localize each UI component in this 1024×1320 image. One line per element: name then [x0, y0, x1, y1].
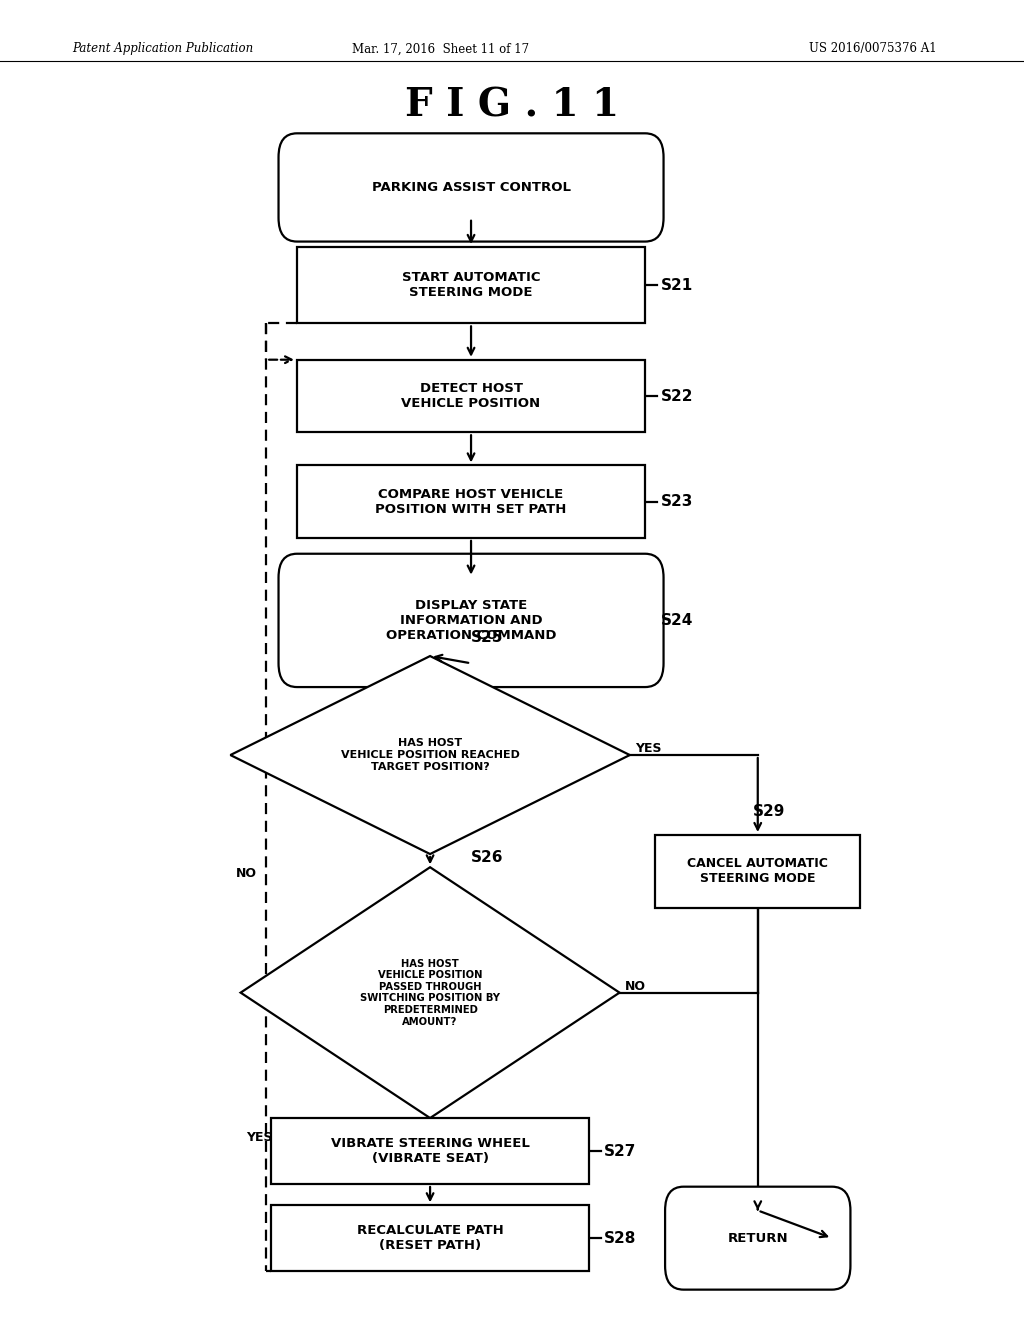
Text: RETURN: RETURN	[727, 1232, 788, 1245]
Polygon shape	[230, 656, 630, 854]
Bar	[297, 360, 645, 433]
Text: START AUTOMATIC
STEERING MODE: START AUTOMATIC STEERING MODE	[401, 271, 541, 300]
Text: S28: S28	[604, 1230, 637, 1246]
Text: NO: NO	[236, 867, 257, 880]
Text: CANCEL AUTOMATIC
STEERING MODE: CANCEL AUTOMATIC STEERING MODE	[687, 857, 828, 886]
Bar	[271, 1205, 589, 1271]
Text: US 2016/0075376 A1: US 2016/0075376 A1	[809, 42, 937, 55]
Text: S22: S22	[660, 388, 693, 404]
Text: RECALCULATE PATH
(RESET PATH): RECALCULATE PATH (RESET PATH)	[356, 1224, 504, 1253]
FancyBboxPatch shape	[666, 1187, 850, 1290]
Text: YES: YES	[635, 742, 662, 755]
Text: Mar. 17, 2016  Sheet 11 of 17: Mar. 17, 2016 Sheet 11 of 17	[352, 42, 528, 55]
Bar	[297, 247, 645, 323]
Text: NO: NO	[625, 979, 646, 993]
Text: YES: YES	[246, 1131, 272, 1144]
Text: S26: S26	[471, 850, 504, 865]
Text: VIBRATE STEERING WHEEL
(VIBRATE SEAT): VIBRATE STEERING WHEEL (VIBRATE SEAT)	[331, 1137, 529, 1166]
Bar	[271, 1118, 589, 1184]
Polygon shape	[241, 867, 620, 1118]
Text: DETECT HOST
VEHICLE POSITION: DETECT HOST VEHICLE POSITION	[401, 381, 541, 411]
Text: HAS HOST
VEHICLE POSITION
PASSED THROUGH
SWITCHING POSITION BY
PREDETERMINED
AMO: HAS HOST VEHICLE POSITION PASSED THROUGH…	[360, 958, 500, 1027]
Text: DISPLAY STATE
INFORMATION AND
OPERATION COMMAND: DISPLAY STATE INFORMATION AND OPERATION …	[386, 599, 556, 642]
Text: S29: S29	[753, 804, 785, 818]
Text: Patent Application Publication: Patent Application Publication	[72, 42, 253, 55]
Bar	[297, 465, 645, 539]
FancyBboxPatch shape	[279, 554, 664, 686]
Text: S24: S24	[660, 612, 693, 628]
Text: S21: S21	[660, 277, 692, 293]
FancyBboxPatch shape	[279, 133, 664, 242]
Text: F I G . 1 1: F I G . 1 1	[404, 87, 620, 124]
Text: HAS HOST
VEHICLE POSITION REACHED
TARGET POSITION?: HAS HOST VEHICLE POSITION REACHED TARGET…	[341, 738, 519, 772]
Text: S25: S25	[471, 631, 504, 645]
Text: COMPARE HOST VEHICLE
POSITION WITH SET PATH: COMPARE HOST VEHICLE POSITION WITH SET P…	[376, 487, 566, 516]
Text: PARKING ASSIST CONTROL: PARKING ASSIST CONTROL	[372, 181, 570, 194]
Bar	[655, 836, 860, 908]
Text: S27: S27	[604, 1143, 637, 1159]
Text: S23: S23	[660, 494, 693, 510]
